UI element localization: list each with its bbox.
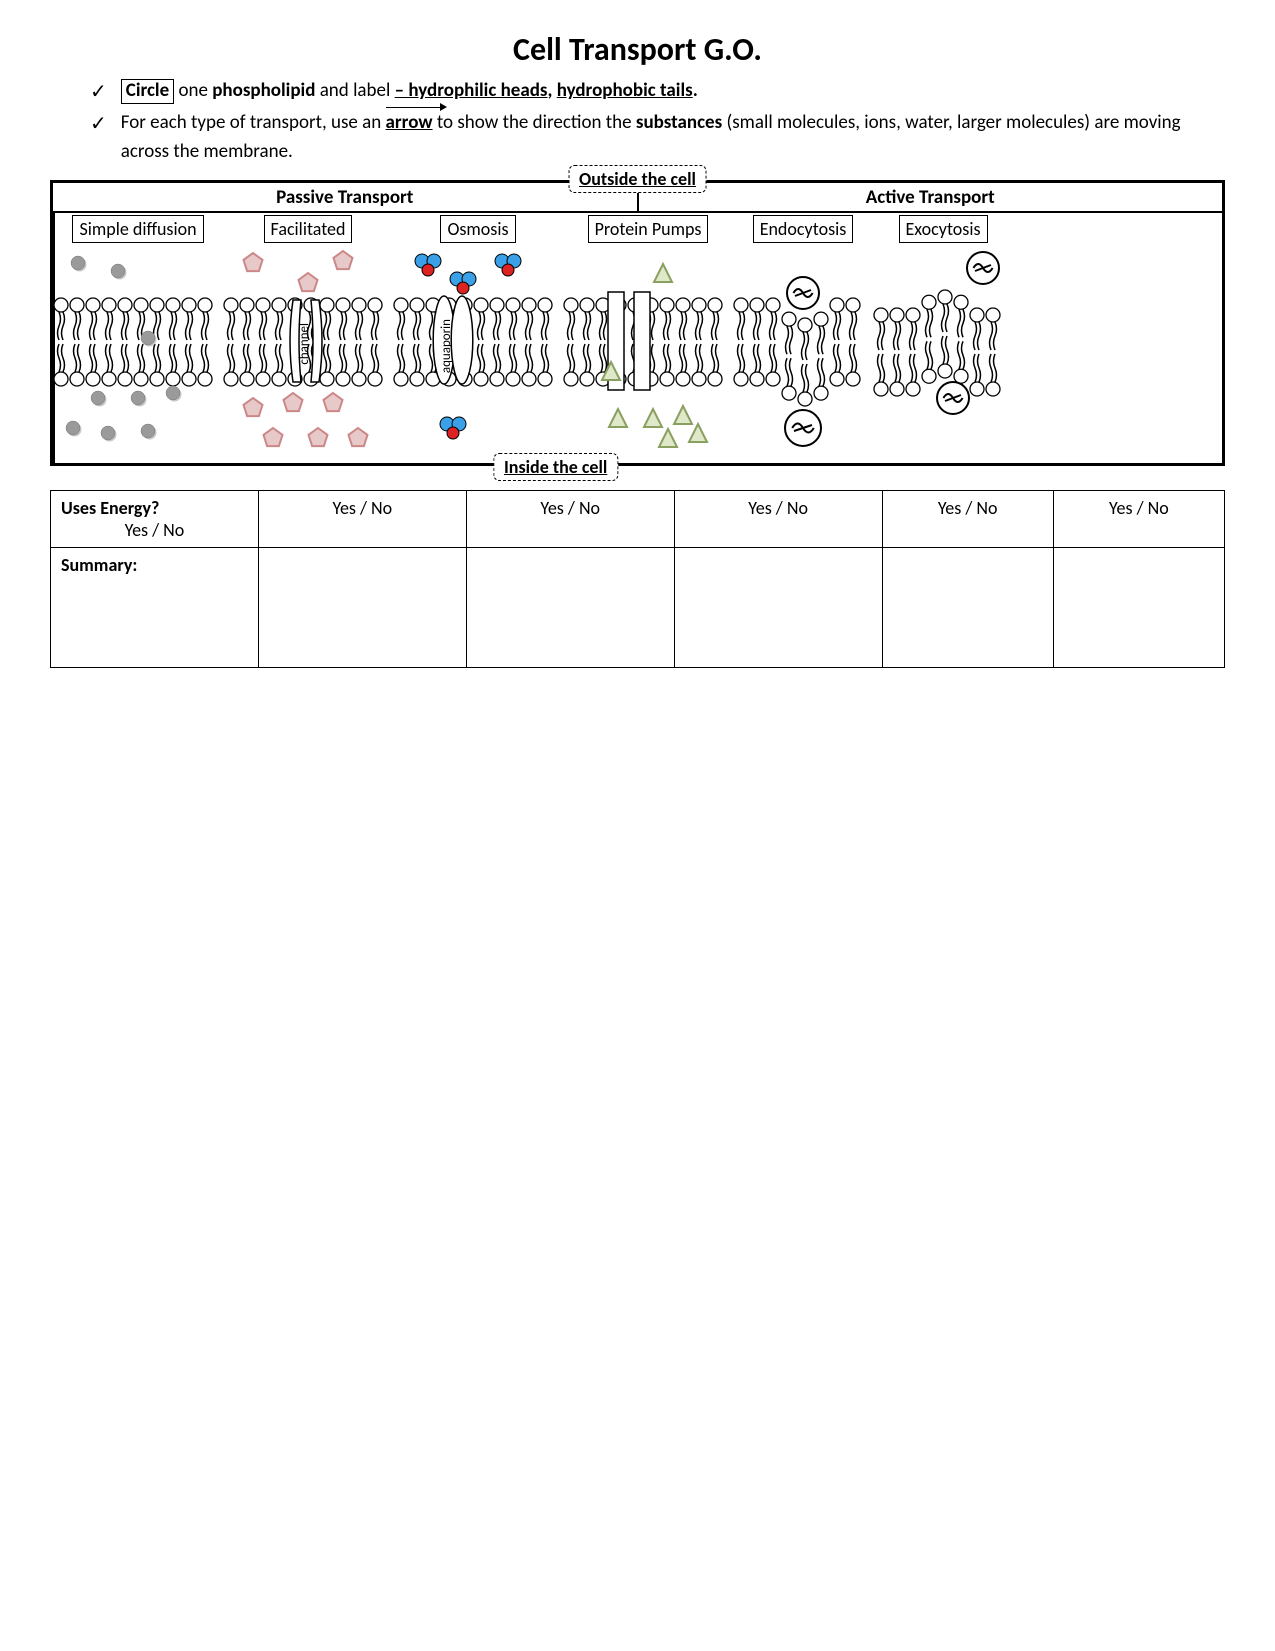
col-label-pumps: Protein Pumps: [588, 215, 709, 243]
circle-box: Circle: [121, 79, 174, 104]
summary-cell[interactable]: [882, 548, 1053, 668]
summary-cell[interactable]: [674, 548, 882, 668]
col-label-facil: Facilitated: [264, 215, 353, 243]
check-icon: ✓: [90, 77, 107, 107]
energy-row: Uses Energy?Yes / NoYes / NoYes / NoYes …: [51, 491, 1225, 548]
energy-label-cell: Uses Energy?Yes / No: [51, 491, 259, 548]
membrane-col-pumps: [563, 243, 733, 463]
inside-cell-label: Inside the cell: [493, 453, 618, 481]
aquaporin-label: aquaporin: [439, 319, 454, 373]
membrane-col-osmosis: aquaporin: [393, 243, 563, 463]
check-icon: ✓: [90, 109, 107, 139]
subheader-row: Simple diffusion Facilitated Osmosis Protei…: [53, 213, 1222, 243]
col-label-simple: Simple diffusion: [72, 215, 203, 243]
col-label-osmosis: Osmosis: [440, 215, 515, 243]
col-label-exo: Exocytosis: [899, 215, 988, 243]
membrane-col-exo: [873, 243, 1013, 463]
energy-cell[interactable]: Yes / No: [1053, 491, 1224, 548]
data-table: Uses Energy?Yes / NoYes / NoYes / NoYes …: [50, 490, 1225, 668]
membrane-col-facil: channel: [223, 243, 393, 463]
page-title: Cell Transport G.O.: [50, 30, 1225, 69]
membrane-area: Inside the cell channelaquaporin: [53, 243, 1222, 463]
energy-cell[interactable]: Yes / No: [258, 491, 466, 548]
summary-row: Summary:: [51, 548, 1225, 668]
channel-label: channel: [297, 323, 312, 365]
summary-cell[interactable]: [1053, 548, 1224, 668]
energy-cell[interactable]: Yes / No: [882, 491, 1053, 548]
summary-cell[interactable]: [466, 548, 674, 668]
outside-cell-label: Outside the cell: [568, 165, 707, 193]
instructions: ✓ Circle one phospholipid and label – hy…: [90, 77, 1225, 166]
energy-cell[interactable]: Yes / No: [674, 491, 882, 548]
passive-header: Passive Transport: [53, 186, 637, 209]
membrane-col-endo: [733, 243, 873, 463]
active-header: Active Transport: [639, 186, 1223, 209]
summary-label-cell: Summary:: [51, 548, 259, 668]
summary-cell[interactable]: [258, 548, 466, 668]
arrow-word: arrow: [386, 109, 433, 138]
energy-cell[interactable]: Yes / No: [466, 491, 674, 548]
diagram-container: Outside the cell Passive Transport Activ…: [50, 180, 1225, 466]
membrane-col-simple: [53, 243, 223, 463]
col-label-endo: Endocytosis: [753, 215, 854, 243]
